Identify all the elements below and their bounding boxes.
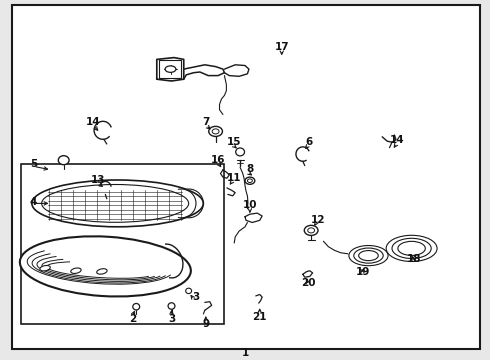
- Text: 3: 3: [168, 314, 175, 324]
- Text: 15: 15: [227, 137, 242, 147]
- Ellipse shape: [212, 129, 219, 134]
- Text: 12: 12: [311, 215, 326, 225]
- Text: 10: 10: [243, 200, 257, 210]
- Text: 14: 14: [390, 135, 404, 145]
- Ellipse shape: [32, 180, 203, 227]
- Ellipse shape: [42, 184, 189, 222]
- Text: 7: 7: [202, 117, 210, 127]
- Text: 19: 19: [355, 267, 370, 277]
- Ellipse shape: [247, 179, 252, 183]
- Text: 13: 13: [91, 175, 105, 185]
- Ellipse shape: [168, 303, 175, 309]
- Ellipse shape: [186, 288, 192, 294]
- Ellipse shape: [133, 303, 140, 310]
- Text: 2: 2: [129, 314, 136, 324]
- Text: 20: 20: [301, 278, 316, 288]
- Text: 14: 14: [86, 117, 100, 127]
- Text: 17: 17: [274, 42, 289, 52]
- Ellipse shape: [71, 268, 81, 274]
- Ellipse shape: [308, 228, 315, 233]
- Ellipse shape: [97, 269, 107, 274]
- Ellipse shape: [40, 265, 50, 271]
- Text: 4: 4: [29, 197, 37, 207]
- Text: 18: 18: [407, 254, 421, 264]
- Text: 1: 1: [242, 348, 248, 358]
- Ellipse shape: [236, 148, 245, 156]
- Text: 6: 6: [305, 137, 312, 147]
- Text: 8: 8: [246, 164, 253, 174]
- Text: 9: 9: [202, 319, 209, 329]
- Text: 16: 16: [211, 155, 225, 165]
- Ellipse shape: [304, 225, 318, 235]
- Text: 3: 3: [193, 292, 199, 302]
- Bar: [21, 164, 224, 324]
- Text: 5: 5: [30, 159, 37, 169]
- Ellipse shape: [209, 126, 222, 136]
- Ellipse shape: [165, 66, 176, 72]
- Ellipse shape: [245, 177, 255, 184]
- Ellipse shape: [58, 156, 69, 165]
- Text: 21: 21: [252, 312, 267, 322]
- Ellipse shape: [20, 236, 191, 297]
- Text: 11: 11: [227, 173, 242, 183]
